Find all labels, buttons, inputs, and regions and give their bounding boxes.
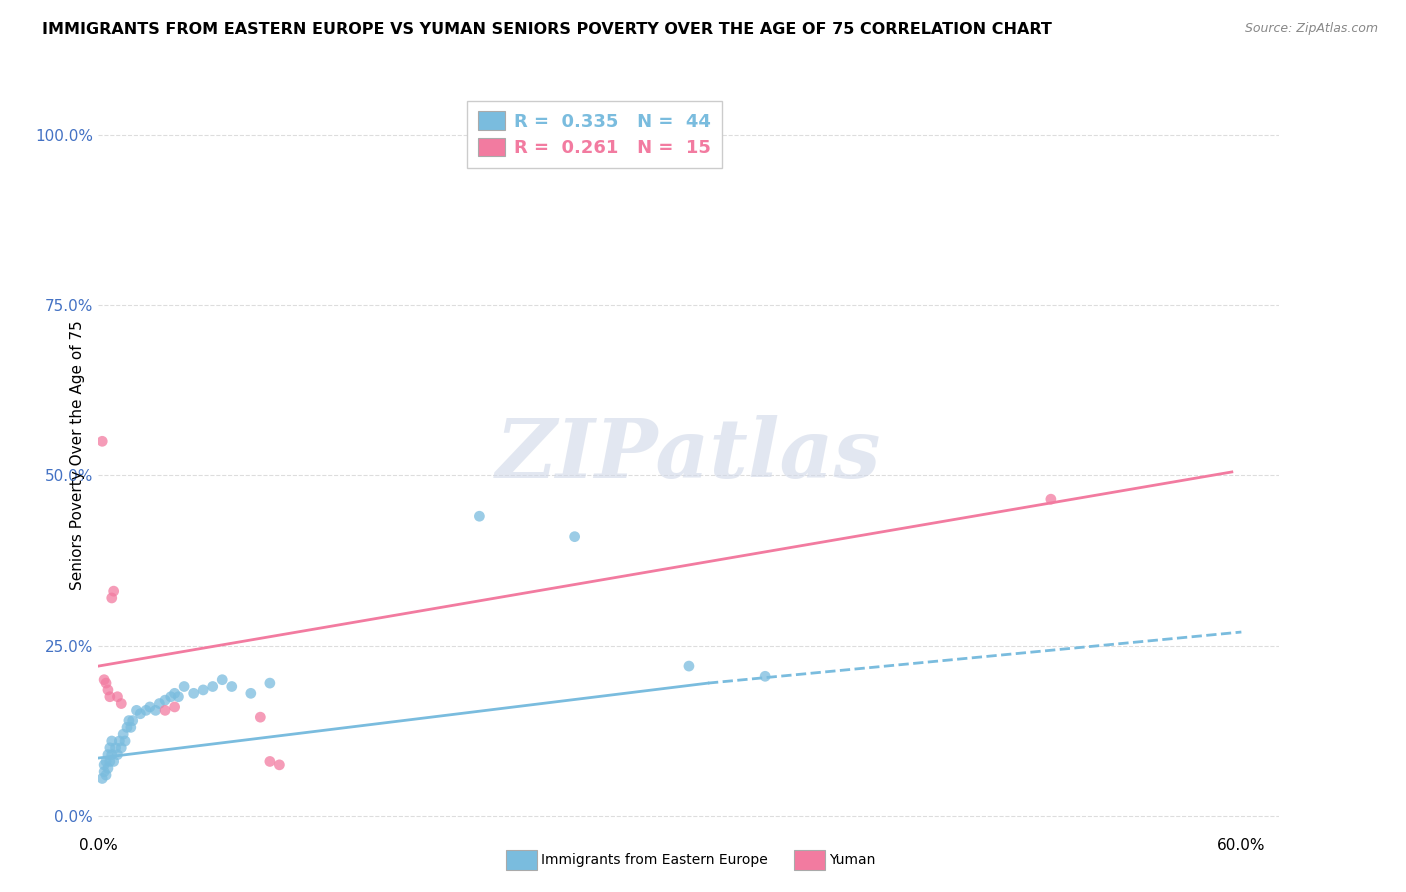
Point — [121, 714, 143, 728]
Point — [108, 734, 131, 748]
Point — [107, 690, 129, 704]
Point — [104, 740, 127, 755]
Point — [139, 700, 162, 714]
Point — [167, 690, 190, 704]
Point — [94, 676, 117, 690]
Point — [259, 755, 281, 769]
Point — [239, 686, 262, 700]
Text: Yuman: Yuman — [830, 853, 876, 867]
Point — [163, 700, 186, 714]
Point — [173, 680, 195, 694]
Point — [269, 757, 291, 772]
Point — [153, 693, 176, 707]
Point — [135, 703, 157, 717]
Point — [110, 740, 132, 755]
Point — [153, 703, 176, 717]
Point — [100, 734, 122, 748]
Text: Source: ZipAtlas.com: Source: ZipAtlas.com — [1244, 22, 1378, 36]
Point — [100, 591, 122, 605]
Point — [94, 755, 117, 769]
Point — [754, 669, 776, 683]
Point — [110, 697, 132, 711]
Point — [201, 680, 224, 694]
Point — [148, 697, 170, 711]
Point — [100, 747, 122, 762]
Point — [98, 690, 121, 704]
Point — [93, 757, 115, 772]
Point — [103, 755, 125, 769]
Point — [193, 682, 215, 697]
Point — [118, 714, 141, 728]
Point — [163, 686, 186, 700]
Legend: R =  0.335   N =  44, R =  0.261   N =  15: R = 0.335 N = 44, R = 0.261 N = 15 — [467, 101, 721, 168]
Point — [91, 772, 114, 786]
Point — [125, 703, 148, 717]
Point — [114, 734, 136, 748]
Point — [145, 703, 167, 717]
Point — [91, 434, 114, 449]
Text: Immigrants from Eastern Europe: Immigrants from Eastern Europe — [541, 853, 768, 867]
Point — [259, 676, 281, 690]
Point — [94, 768, 117, 782]
Point — [129, 706, 152, 721]
Point — [211, 673, 233, 687]
Text: IMMIGRANTS FROM EASTERN EUROPE VS YUMAN SENIORS POVERTY OVER THE AGE OF 75 CORRE: IMMIGRANTS FROM EASTERN EUROPE VS YUMAN … — [42, 22, 1052, 37]
Point — [120, 720, 142, 734]
Point — [678, 659, 700, 673]
Point — [468, 509, 491, 524]
Point — [564, 530, 586, 544]
Text: ZIPatlas: ZIPatlas — [496, 415, 882, 495]
Point — [249, 710, 271, 724]
Point — [115, 720, 138, 734]
Point — [221, 680, 243, 694]
Point — [97, 747, 120, 762]
Point — [103, 584, 125, 599]
Point — [97, 761, 120, 775]
Point — [107, 747, 129, 762]
Point — [97, 682, 120, 697]
Point — [159, 690, 181, 704]
Point — [93, 764, 115, 779]
Point — [98, 755, 121, 769]
Point — [1039, 492, 1062, 507]
Point — [112, 727, 135, 741]
Point — [93, 673, 115, 687]
Y-axis label: Seniors Poverty Over the Age of 75: Seniors Poverty Over the Age of 75 — [69, 320, 84, 590]
Point — [98, 740, 121, 755]
Point — [183, 686, 205, 700]
